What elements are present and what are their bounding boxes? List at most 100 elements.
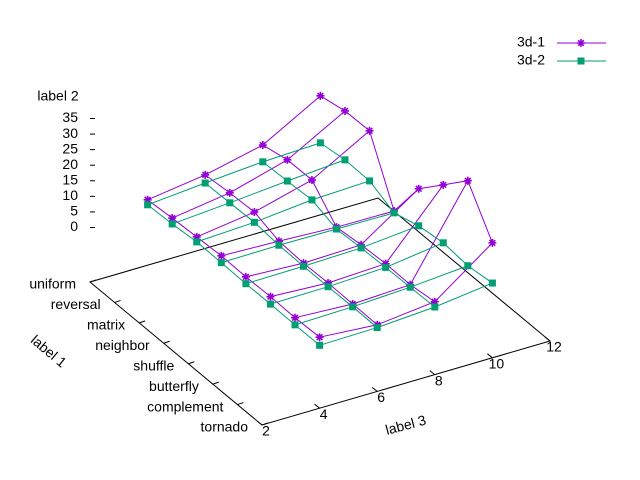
point	[283, 155, 292, 164]
mesh-column	[204, 174, 378, 326]
x-axis-title: label 3	[384, 412, 428, 438]
mesh-column	[262, 161, 436, 308]
legend-label: 3d-2	[517, 52, 545, 68]
point	[225, 188, 234, 197]
point	[365, 126, 374, 135]
point	[217, 251, 226, 260]
point	[463, 176, 472, 185]
y-tick	[237, 402, 244, 406]
mesh-column	[320, 95, 493, 244]
point	[201, 179, 209, 187]
y-tick-label: butterfly	[149, 378, 199, 394]
mesh-column	[262, 144, 436, 303]
x-tick	[256, 420, 263, 426]
point	[431, 303, 439, 311]
y-tick-label: tornado	[201, 419, 249, 435]
y-tick-label: uniform	[29, 276, 76, 292]
z-tick-label: 10	[62, 187, 78, 203]
point	[307, 175, 316, 184]
z-tick-label: 0	[70, 218, 78, 234]
point	[299, 262, 307, 270]
point	[217, 259, 225, 267]
mesh-row	[319, 242, 493, 338]
point	[406, 283, 414, 291]
mesh-row	[245, 225, 419, 285]
point	[373, 324, 381, 332]
point	[283, 177, 291, 185]
mesh-row	[171, 110, 346, 219]
point	[242, 280, 250, 288]
z-tick-label: 25	[62, 140, 78, 156]
point	[488, 238, 497, 247]
point	[226, 199, 234, 207]
x-tick-label: 10	[489, 356, 505, 372]
point	[258, 141, 267, 150]
mesh-row	[270, 242, 444, 305]
point	[291, 313, 300, 322]
y-tick	[212, 381, 220, 385]
z-tick-label: 20	[62, 156, 78, 172]
point	[324, 278, 333, 287]
point	[349, 303, 357, 311]
point	[381, 259, 390, 268]
point	[357, 244, 365, 252]
point	[341, 156, 349, 164]
z-tick-label: 15	[62, 171, 78, 187]
y-tick	[188, 361, 195, 365]
x-tick-label: 2	[262, 423, 270, 439]
mesh-row	[245, 188, 420, 278]
point	[488, 279, 496, 287]
y-axis-title: label 1	[28, 332, 70, 371]
point	[266, 300, 274, 308]
mesh-column	[147, 199, 320, 338]
point	[316, 139, 324, 147]
y-tick	[163, 340, 170, 344]
z-tick-label: 35	[62, 109, 78, 125]
x-tick-label: 6	[377, 389, 385, 405]
mesh-column	[204, 182, 378, 328]
y-tick-label: complement	[147, 398, 223, 414]
mesh-row	[221, 212, 395, 264]
point	[430, 297, 439, 306]
point	[274, 237, 283, 246]
mesh-row	[196, 180, 370, 243]
z-axis-title: label 2	[37, 88, 78, 104]
mesh-row	[171, 159, 346, 225]
x-tick-label: 4	[320, 406, 328, 422]
x-tick-label: 8	[435, 372, 443, 388]
x-tick	[544, 336, 551, 342]
legend-marker	[577, 57, 585, 65]
point	[316, 341, 324, 349]
point	[316, 91, 325, 100]
point	[193, 238, 201, 246]
point	[366, 177, 374, 185]
point	[415, 222, 423, 230]
point	[192, 232, 201, 241]
point	[464, 262, 472, 270]
point	[390, 209, 398, 217]
point	[439, 239, 447, 247]
y-tick	[114, 299, 121, 303]
x-tick	[371, 387, 378, 392]
point	[259, 158, 267, 166]
point	[144, 201, 152, 209]
mesh-row	[270, 184, 444, 298]
y-tick-label: neighbor	[95, 337, 150, 353]
x-tick	[314, 403, 320, 409]
z-tick-label: 30	[62, 125, 78, 141]
point	[340, 106, 349, 115]
point	[414, 184, 423, 193]
y-tick-label: shuffle	[133, 357, 174, 373]
mesh-row	[294, 265, 469, 326]
x-tick	[429, 370, 436, 375]
y-tick	[261, 422, 269, 426]
point	[241, 272, 250, 281]
mesh-row	[221, 210, 395, 257]
mesh-column	[320, 142, 493, 284]
point	[266, 292, 275, 301]
y-tick-label: matrix	[87, 317, 125, 333]
mesh-row	[196, 130, 370, 238]
point	[333, 225, 341, 233]
point	[439, 180, 448, 189]
